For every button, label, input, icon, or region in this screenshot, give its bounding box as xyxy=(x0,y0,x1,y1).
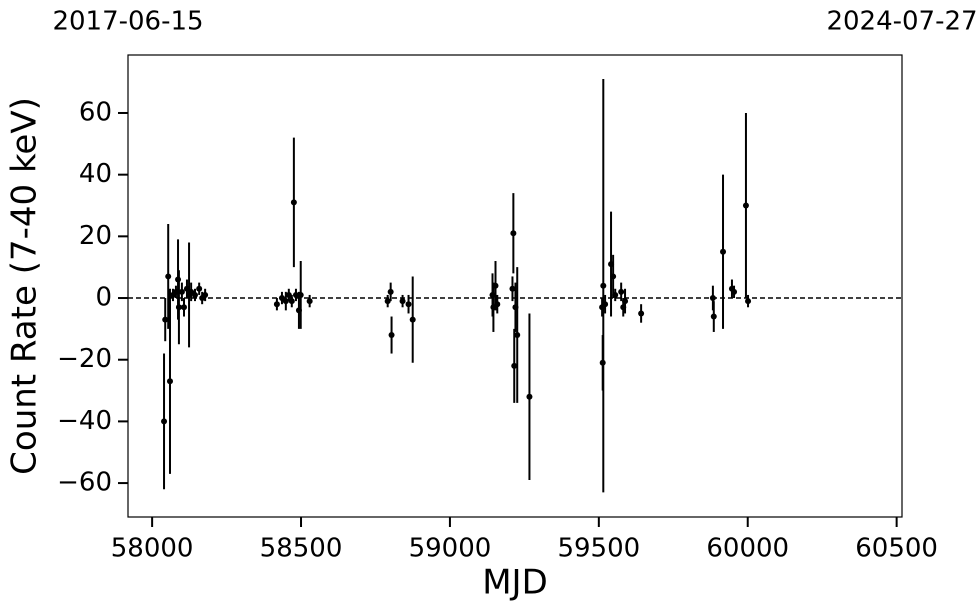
x-tick-label: 59500 xyxy=(557,534,640,564)
y-tick-label: 0 xyxy=(95,283,112,313)
y-tick-label: 60 xyxy=(79,97,112,127)
y-tick-label: −60 xyxy=(57,468,112,498)
data-point xyxy=(180,304,187,311)
data-point xyxy=(290,199,297,206)
top-date-label: 2024-07-27 xyxy=(826,7,977,37)
data-point xyxy=(166,378,173,385)
data-point xyxy=(175,304,182,311)
data-point xyxy=(405,301,412,308)
data-point xyxy=(162,316,169,323)
data-point xyxy=(409,316,416,323)
data-point xyxy=(273,301,280,308)
top-date-label: 2017-06-15 xyxy=(52,7,203,37)
plot-frame xyxy=(127,54,903,518)
data-point xyxy=(387,288,394,295)
data-point xyxy=(610,273,617,280)
data-point xyxy=(388,332,395,339)
x-axis-label: MJD xyxy=(482,563,548,603)
data-point xyxy=(494,301,501,308)
data-point xyxy=(612,291,619,298)
data-point xyxy=(526,393,533,400)
data-point xyxy=(196,285,203,292)
data-point xyxy=(600,282,607,289)
x-tick-label: 60500 xyxy=(855,534,938,564)
x-tick-label: 58000 xyxy=(111,534,194,564)
data-point xyxy=(742,202,749,209)
data-point xyxy=(709,295,716,302)
data-point xyxy=(297,291,304,298)
data-point xyxy=(202,291,209,298)
y-axis-label: Count Rate (7-40 keV) xyxy=(5,97,45,475)
data-point xyxy=(514,332,521,339)
x-tick-label: 59000 xyxy=(409,534,492,564)
data-point xyxy=(282,298,289,305)
y-tick-label: −40 xyxy=(57,406,112,436)
data-point xyxy=(292,291,299,298)
data-point xyxy=(745,298,752,305)
data-point xyxy=(509,285,516,292)
data-point xyxy=(178,288,185,295)
data-point xyxy=(161,418,168,425)
data-point xyxy=(710,313,717,320)
data-point xyxy=(622,298,629,305)
data-point xyxy=(511,362,518,369)
data-point xyxy=(192,291,199,298)
data-point xyxy=(165,273,172,280)
data-point xyxy=(731,288,738,295)
y-tick-label: 40 xyxy=(79,159,112,189)
x-tick-label: 58500 xyxy=(260,534,343,564)
data-point xyxy=(492,282,499,289)
data-point xyxy=(602,301,609,308)
data-point xyxy=(510,230,517,237)
data-point xyxy=(399,298,406,305)
data-point xyxy=(720,248,727,255)
data-point xyxy=(285,291,292,298)
y-tick-label: −20 xyxy=(57,344,112,374)
x-tick-label: 60000 xyxy=(706,534,789,564)
data-point xyxy=(384,298,391,305)
data-point xyxy=(618,288,625,295)
y-tick-label: 20 xyxy=(79,221,112,251)
data-point xyxy=(306,298,313,305)
data-point xyxy=(288,298,295,305)
data-point xyxy=(638,310,645,317)
